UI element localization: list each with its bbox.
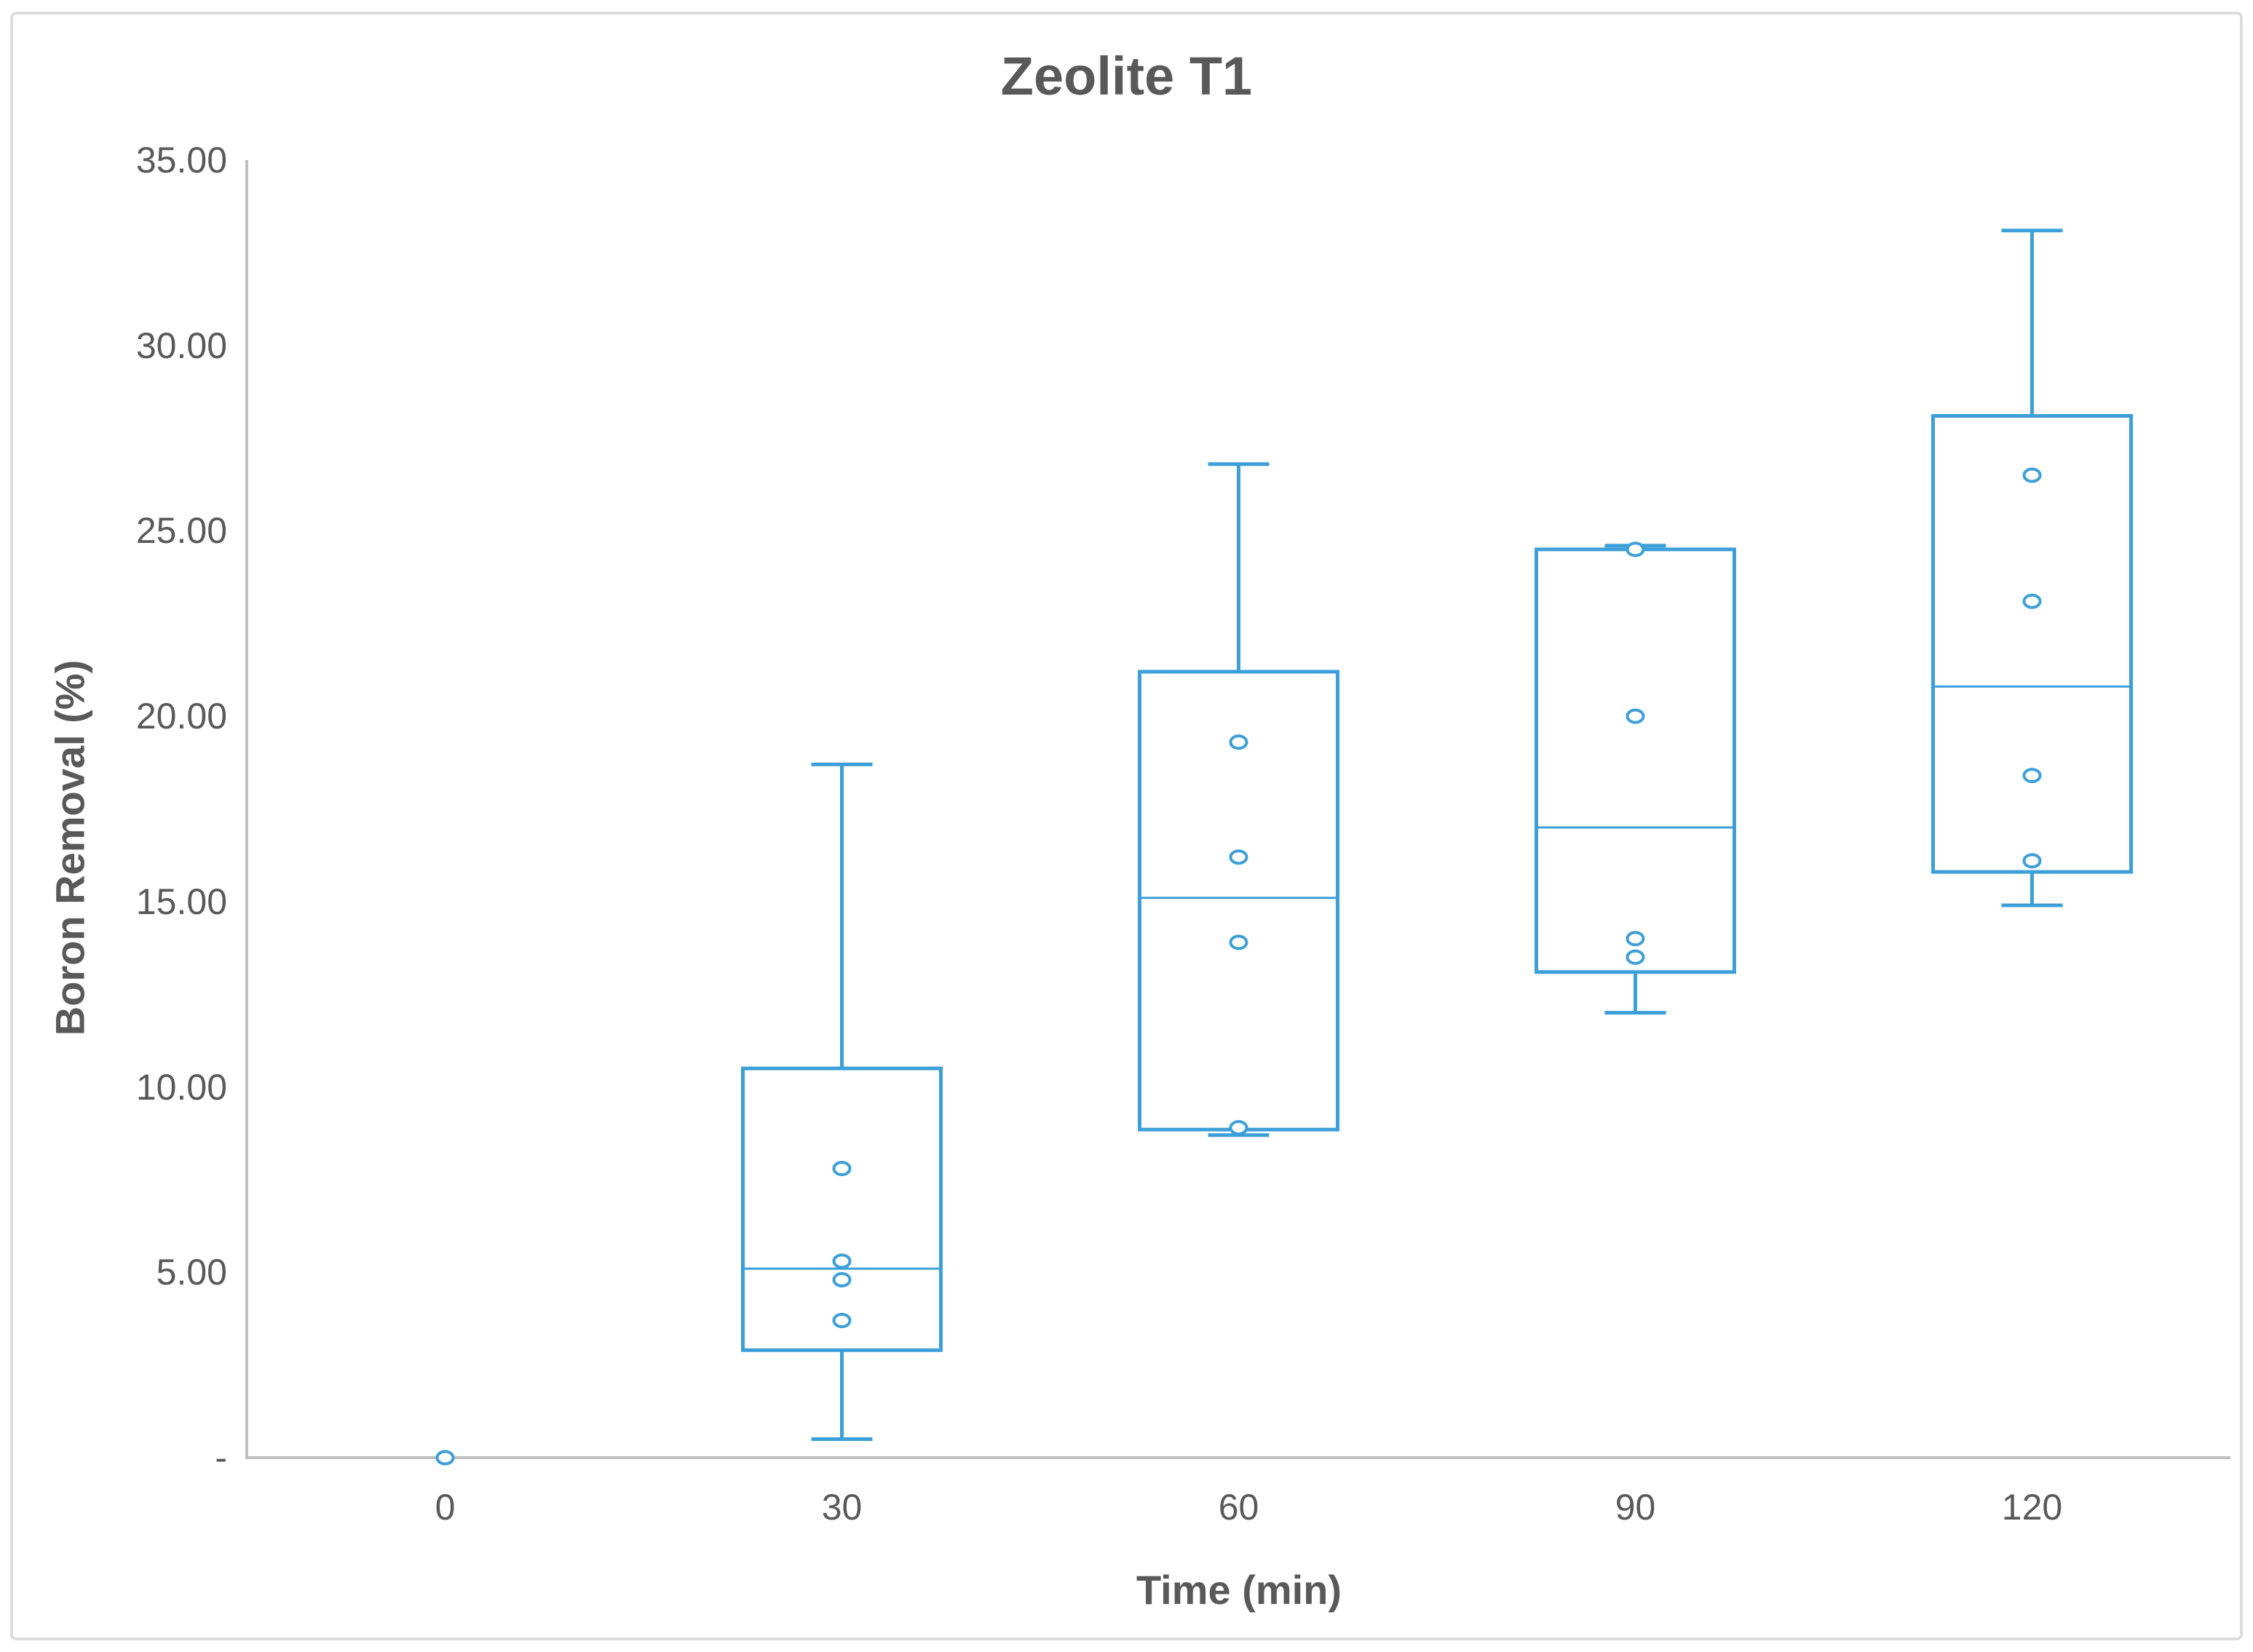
y-tick-label: 5.00 <box>156 1252 227 1293</box>
x-tick-label: 90 <box>1615 1487 1656 1528</box>
x-tick-label: 60 <box>1218 1487 1259 1528</box>
y-tick-label: 20.00 <box>135 696 227 737</box>
data-point-120 <box>2022 768 2042 784</box>
y-tick-label: 25.00 <box>135 510 227 552</box>
data-point-120 <box>2022 467 2042 483</box>
y-tick-label: 30.00 <box>135 325 227 366</box>
y-tick-label: 15.00 <box>135 881 227 922</box>
data-point-60 <box>1229 1120 1248 1136</box>
data-point-60 <box>1229 734 1248 750</box>
box-120 <box>1931 414 2133 874</box>
data-point-60 <box>1229 934 1248 950</box>
y-tick-label: - <box>215 1437 227 1478</box>
data-point-60 <box>1229 849 1248 865</box>
chart-outer-frame <box>10 12 2243 1640</box>
data-point-90 <box>1626 931 1645 947</box>
data-point-30 <box>832 1161 852 1177</box>
data-point-120 <box>2022 593 2042 609</box>
x-tick-label: 30 <box>821 1487 863 1528</box>
data-point-0 <box>435 1450 455 1466</box>
data-point-90 <box>1626 708 1645 724</box>
x-tick-label: 120 <box>2001 1487 2063 1528</box>
x-axis-title: Time (min) <box>1136 1567 1342 1613</box>
box-30 <box>741 1066 943 1352</box>
box-90 <box>1535 547 1736 974</box>
data-point-30 <box>832 1313 852 1329</box>
data-point-120 <box>2022 853 2042 869</box>
x-tick-label: 0 <box>435 1487 456 1528</box>
y-tick-label: 35.00 <box>135 140 227 180</box>
data-point-30 <box>832 1271 852 1287</box>
data-point-90 <box>1626 541 1645 557</box>
y-tick-label: 10.00 <box>135 1066 227 1108</box>
data-point-30 <box>832 1253 852 1269</box>
chart-title: Zeolite T1 <box>1000 46 1253 106</box>
data-point-90 <box>1626 949 1645 965</box>
